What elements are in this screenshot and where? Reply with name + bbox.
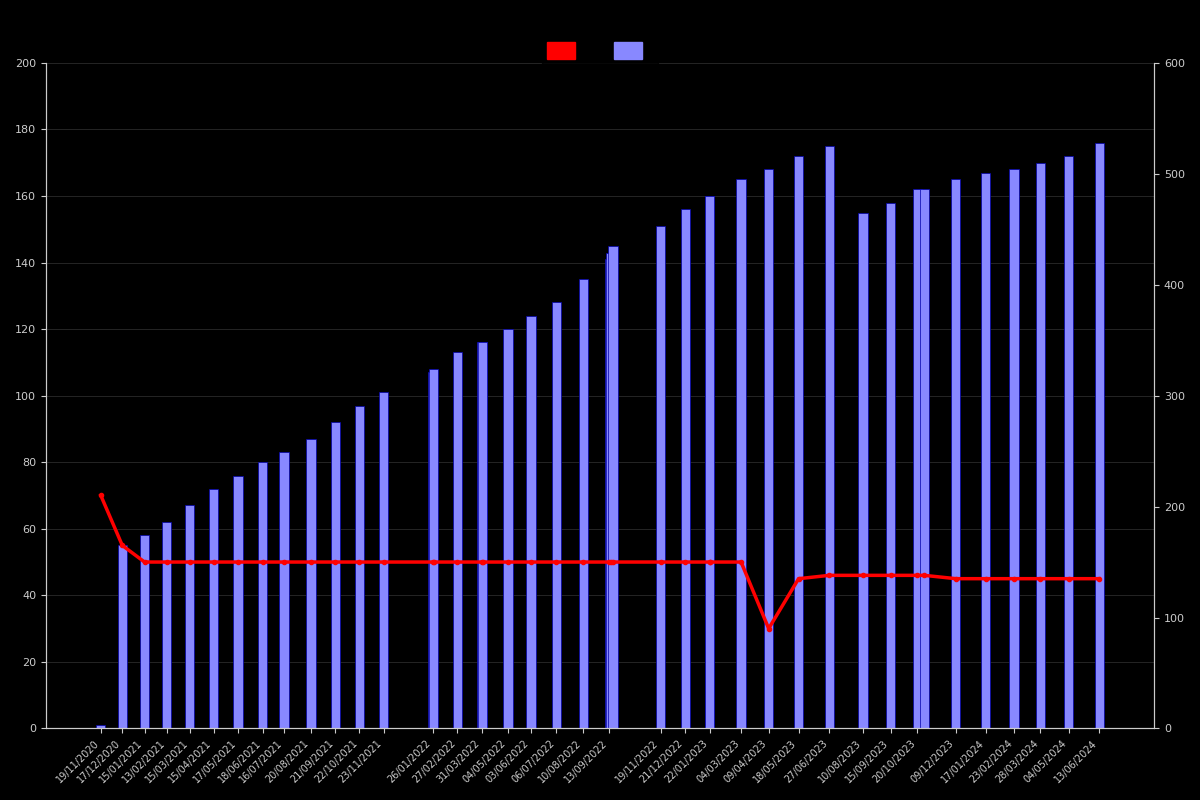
Bar [118,546,127,729]
Bar [1094,142,1104,729]
Bar [140,535,149,729]
Legend: , : , [541,37,659,65]
Bar [306,439,316,729]
Bar [858,213,868,729]
Bar [185,506,194,729]
Bar [355,406,364,729]
Bar [794,156,803,729]
Bar [706,196,714,729]
Bar [656,226,665,729]
Bar [280,452,289,729]
Bar [919,190,929,729]
Bar [824,146,834,729]
Bar [527,316,535,729]
Bar [258,462,268,729]
Bar [430,369,438,729]
Bar [886,202,895,729]
Bar [913,190,922,729]
Bar [428,372,438,729]
Bar [478,342,487,729]
Bar [952,179,960,729]
Bar [1064,156,1073,729]
Bar [982,173,990,729]
Bar [1036,162,1045,729]
Bar [737,179,745,729]
Bar [578,279,588,729]
Bar [234,475,242,729]
Bar [331,422,340,729]
Bar [478,342,486,729]
Bar [764,170,773,729]
Bar [606,253,616,729]
Bar [209,489,218,729]
Bar [680,210,690,729]
Bar [162,522,172,729]
Bar [552,302,560,729]
Bar [96,725,106,729]
Bar [608,246,618,729]
Bar [605,259,614,729]
Bar [379,392,389,729]
Bar [452,352,462,729]
Bar [1009,170,1019,729]
Bar [706,196,714,729]
Bar [503,329,512,729]
